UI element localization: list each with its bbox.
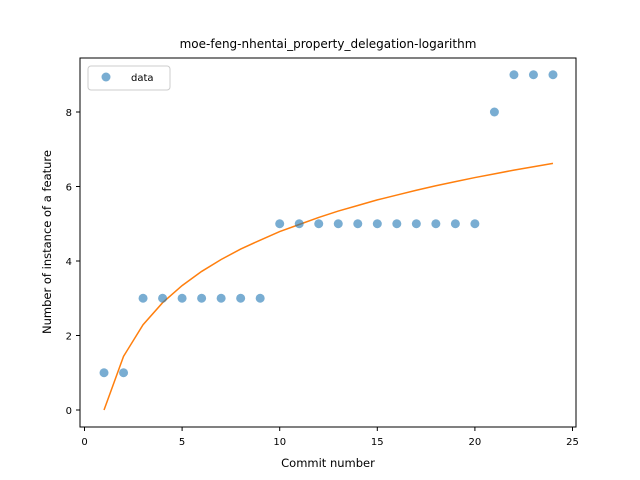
legend-marker — [101, 72, 111, 82]
plot-frame — [79, 57, 577, 428]
chart-title: moe-feng-nhentai_property_delegation-log… — [180, 37, 477, 51]
x-tick-label: 20 — [469, 437, 482, 448]
data-point — [450, 219, 460, 229]
data-point — [392, 219, 402, 229]
data-point — [177, 293, 187, 303]
data-point — [353, 219, 363, 229]
data-point — [158, 293, 168, 303]
legend-label: data — [131, 73, 154, 84]
data-point — [431, 219, 441, 229]
y-axis-label: Number of instance of a feature — [40, 150, 54, 334]
legend-box — [87, 65, 171, 91]
data-point — [255, 293, 265, 303]
data-point — [470, 219, 480, 229]
data-point — [489, 107, 499, 117]
data-point — [509, 70, 519, 80]
data-point — [294, 219, 304, 229]
data-point — [333, 219, 343, 229]
data-point — [528, 70, 538, 80]
data-point — [411, 219, 421, 229]
x-tick-label: 15 — [371, 437, 384, 448]
legend: data — [87, 65, 171, 91]
y-tick-label: 2 — [66, 332, 72, 343]
x-tick-label: 5 — [179, 437, 185, 448]
data-point — [548, 70, 558, 80]
data-point — [216, 293, 226, 303]
x-tick-label: 0 — [81, 437, 87, 448]
data-point — [236, 293, 246, 303]
x-axis-label: Commit number — [281, 456, 375, 470]
data-point — [99, 368, 109, 378]
data-point — [372, 219, 382, 229]
data-point — [138, 293, 148, 303]
data-point — [119, 368, 129, 378]
data-point — [275, 219, 285, 229]
data-point — [314, 219, 324, 229]
fit-curve-line — [103, 162, 554, 411]
y-tick-label: 0 — [66, 406, 72, 417]
data-point — [197, 293, 207, 303]
y-tick-label: 8 — [66, 108, 72, 119]
x-tick-label: 25 — [566, 437, 579, 448]
y-tick-label: 6 — [66, 183, 72, 194]
x-tick-label: 10 — [273, 437, 286, 448]
y-tick-label: 4 — [66, 257, 72, 268]
